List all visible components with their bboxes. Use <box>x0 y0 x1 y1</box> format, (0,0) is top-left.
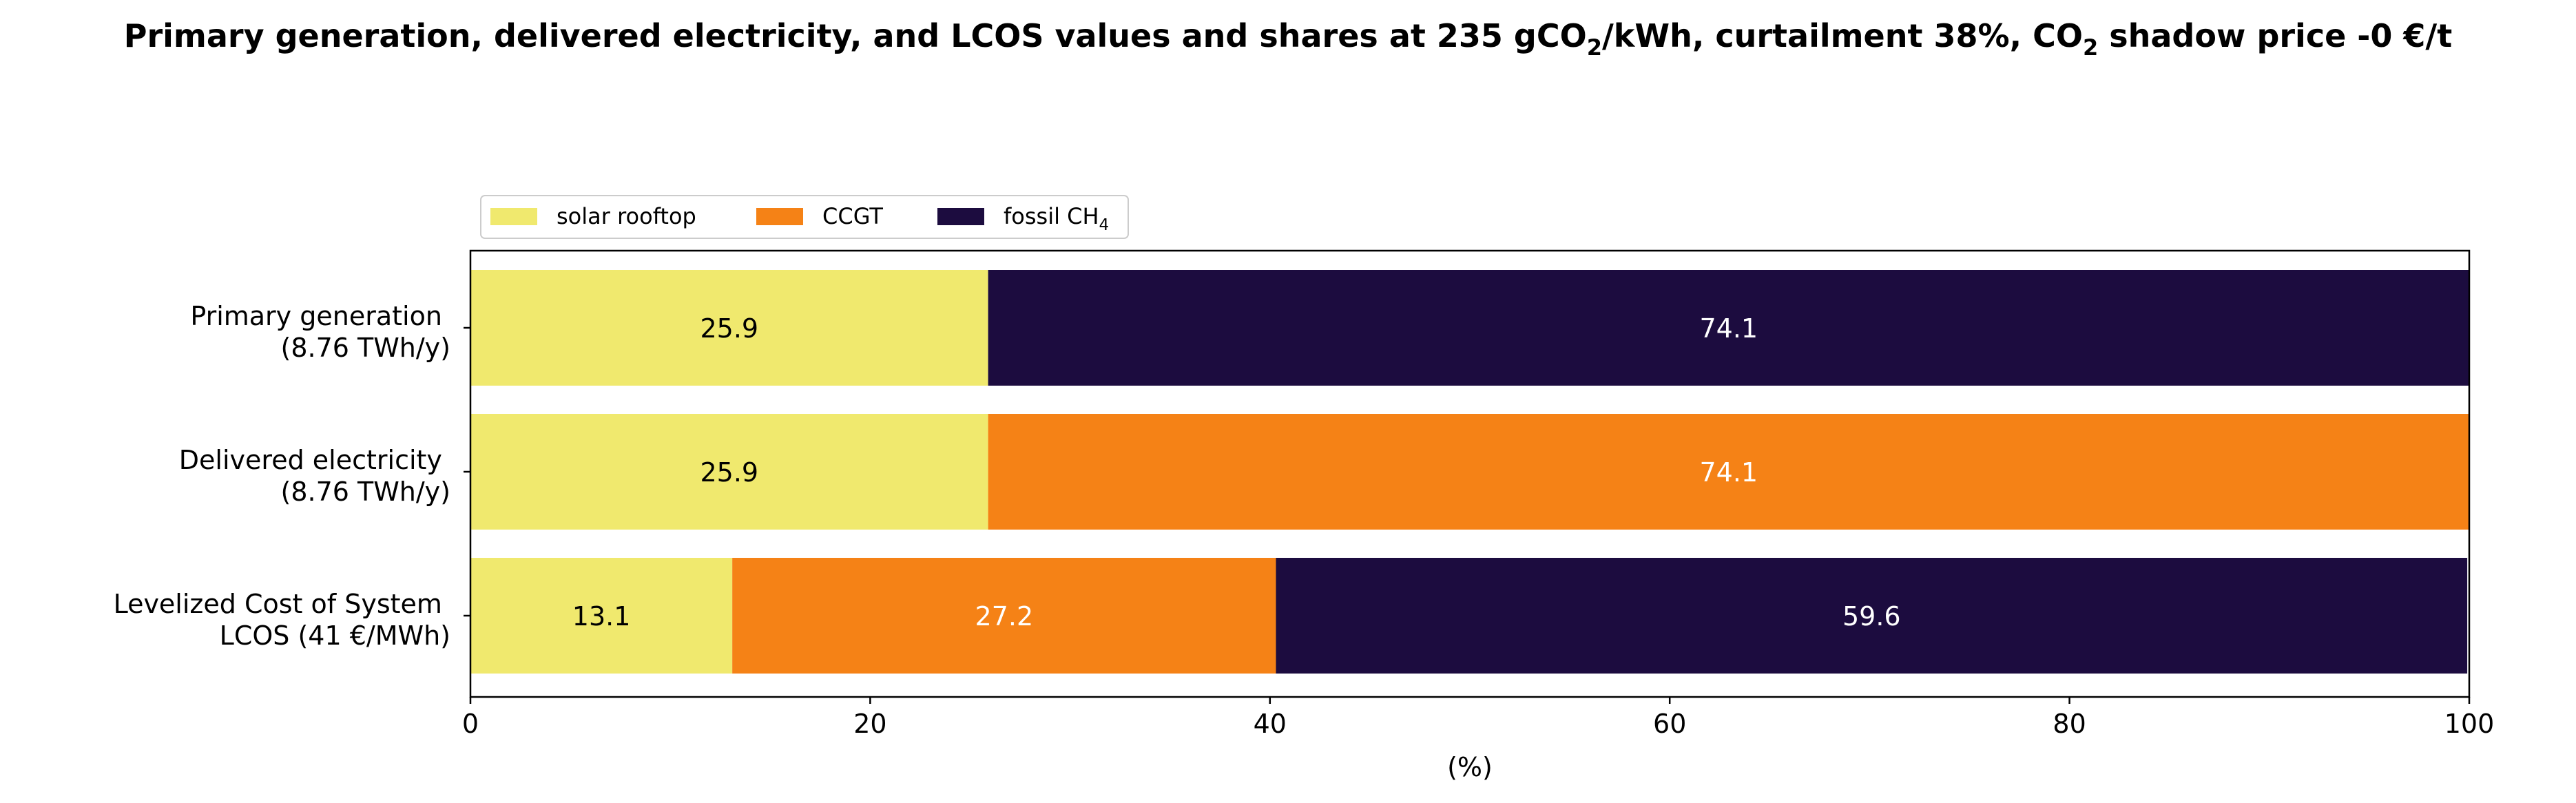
chart-title: Primary generation, delivered electricit… <box>124 17 2452 61</box>
x-tick-label: 60 <box>1653 709 1686 739</box>
y-tick-label: Levelized Cost of System LCOS (41 €/MWh) <box>114 589 450 651</box>
legend-label: CCGT <box>822 203 883 229</box>
bar-segment <box>470 558 733 674</box>
bar-segment <box>988 414 2469 530</box>
bar-value-label: 27.2 <box>975 601 1034 632</box>
bar-value-label: 74.1 <box>1700 457 1758 488</box>
legend-entry: solar rooftop <box>490 203 696 229</box>
legend: solar rooftop CCGT fossil CH4 <box>480 195 1129 239</box>
y-tick-label: Primary generation (8.76 TWh/y) <box>190 301 450 363</box>
bar-segment <box>1276 558 2468 674</box>
legend-entry: CCGT <box>756 203 883 229</box>
x-tick-label: 100 <box>2444 709 2495 739</box>
bar-segment <box>732 558 1276 674</box>
y-axis: Primary generation (8.76 TWh/y) Delivered… <box>114 301 470 651</box>
bar-value-label: 25.9 <box>700 313 759 344</box>
axes-frame <box>469 249 2471 698</box>
legend-swatch <box>756 208 803 225</box>
legend-swatch <box>937 208 984 225</box>
x-tick-label: 20 <box>853 709 886 739</box>
bar-value-label: 25.9 <box>700 457 759 488</box>
x-axis-label: (%) <box>1447 752 1493 782</box>
bar-segment <box>470 270 988 386</box>
legend-entry: fossil CH4 <box>937 203 1109 234</box>
bar-value-label: 59.6 <box>1842 601 1901 632</box>
legend-label: fossil CH4 <box>1004 203 1109 234</box>
legend-swatch <box>490 208 537 225</box>
x-tick-label: 80 <box>2053 709 2086 739</box>
bar-segment <box>470 414 988 530</box>
x-tick-label: 40 <box>1254 709 1287 739</box>
bar-value-label: 13.1 <box>572 601 631 632</box>
legend-frame <box>480 195 1129 239</box>
legend-label: solar rooftop <box>557 203 696 229</box>
x-tick-label: 0 <box>462 709 479 739</box>
bar-segment <box>988 270 2469 386</box>
x-axis: 0 20 40 60 80 100 <box>462 697 2494 739</box>
plot-area: 25.9 74.1 25.9 74.1 13.1 27.2 59.6 <box>469 249 2471 698</box>
bar-value-label: 74.1 <box>1700 313 1758 344</box>
y-tick-label: Delivered electricity (8.76 TWh/y) <box>179 445 450 507</box>
